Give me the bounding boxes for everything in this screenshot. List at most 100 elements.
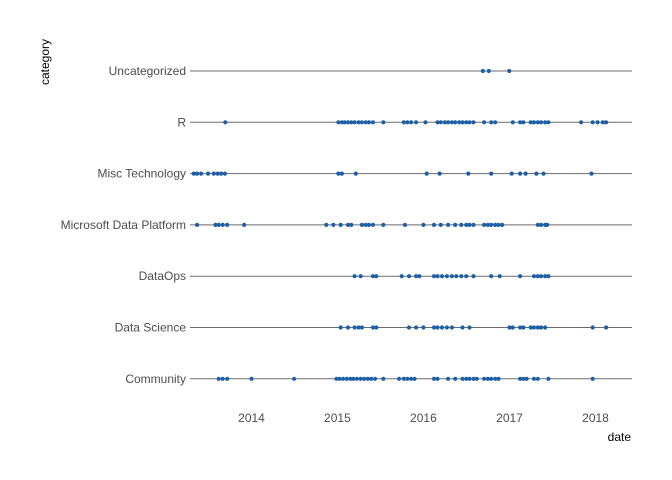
data-point-r: [356, 120, 361, 125]
data-point-misc-technology: [523, 171, 528, 176]
data-point-community: [292, 376, 297, 381]
data-point-community: [518, 376, 523, 381]
data-point-data-science: [521, 325, 526, 330]
data-point-data-science: [406, 325, 412, 330]
data-point-community: [474, 376, 479, 381]
data-point-community: [344, 376, 349, 381]
data-point-r: [460, 120, 465, 125]
data-point-data-science: [510, 325, 515, 330]
data-point-dataops: [417, 274, 422, 279]
data-point-misc-technology: [353, 171, 358, 176]
data-point-data-science: [338, 325, 343, 330]
data-point-community: [496, 376, 501, 381]
data-point-data-science: [539, 325, 544, 330]
data-point-microsoft-data-platform: [500, 222, 505, 227]
data-point-r: [471, 120, 476, 125]
data-point-data-science: [460, 325, 465, 330]
data-point-microsoft-data-platform: [220, 222, 225, 227]
data-point-dataops: [406, 274, 412, 279]
data-point-community: [409, 376, 414, 381]
data-points: [191, 68, 609, 381]
data-point-data-science: [352, 325, 357, 330]
data-point-misc-technology: [339, 171, 344, 176]
data-point-misc-technology: [534, 171, 539, 176]
data-point-microsoft-data-platform: [493, 222, 498, 227]
data-point-microsoft-data-platform: [535, 222, 540, 227]
data-point-dataops: [435, 274, 440, 279]
data-point-community: [446, 376, 451, 381]
data-point-microsoft-data-platform: [459, 222, 464, 227]
x-tick-label-2018: 2018: [582, 411, 609, 425]
x-axis-ticks: 2014 2015 2016 2017 2018: [238, 411, 609, 425]
data-point-data-science: [531, 325, 537, 330]
data-point-community: [369, 376, 374, 381]
data-point-data-science: [543, 325, 548, 330]
data-point-r: [438, 120, 443, 125]
data-point-dataops: [546, 274, 551, 279]
data-point-dataops: [464, 274, 469, 279]
data-point-r: [595, 120, 600, 125]
data-point-r: [604, 120, 609, 125]
data-point-data-science: [374, 325, 379, 330]
data-point-r: [546, 120, 551, 125]
data-point-misc-technology: [518, 171, 523, 176]
data-point-dataops: [449, 274, 454, 279]
data-point-r: [579, 120, 584, 125]
y-axis-title: category: [38, 39, 52, 85]
data-point-misc-technology: [466, 171, 471, 176]
data-point-data-science: [439, 325, 445, 330]
data-point-misc-technology: [589, 171, 594, 176]
data-point-microsoft-data-platform: [366, 222, 372, 227]
data-point-microsoft-data-platform: [471, 222, 476, 227]
data-point-microsoft-data-platform: [359, 222, 364, 227]
data-point-microsoft-data-platform: [496, 222, 501, 227]
data-point-r: [352, 120, 357, 125]
category-label-r: R: [177, 115, 186, 129]
data-point-community: [489, 376, 494, 381]
data-point-data-science: [431, 325, 437, 330]
data-point-microsoft-data-platform: [421, 222, 426, 227]
data-point-dataops: [518, 274, 523, 279]
data-point-community: [524, 376, 529, 381]
data-point-dataops: [489, 274, 494, 279]
data-point-community: [521, 376, 526, 381]
data-point-r: [590, 120, 595, 125]
x-tick-label-2017: 2017: [496, 411, 523, 425]
data-point-microsoft-data-platform: [345, 222, 351, 227]
data-point-community: [362, 376, 367, 381]
data-point-dataops: [352, 274, 357, 279]
category-label-microsoft-data-platform: Microsoft Data Platform: [61, 218, 186, 232]
data-point-r: [366, 120, 372, 125]
data-point-community: [405, 376, 410, 381]
x-tick-label-2014: 2014: [238, 411, 265, 425]
data-point-misc-technology: [489, 171, 494, 176]
data-point-dataops: [444, 274, 449, 279]
data-point-data-science: [356, 325, 361, 330]
data-point-r: [489, 120, 494, 125]
data-point-r: [510, 120, 515, 125]
data-point-community: [397, 376, 402, 381]
data-point-microsoft-data-platform: [338, 222, 343, 227]
data-point-community: [401, 376, 406, 381]
data-point-microsoft-data-platform: [464, 222, 469, 227]
data-point-r: [464, 120, 469, 125]
data-point-dataops: [459, 274, 464, 279]
data-point-r: [457, 120, 462, 125]
data-point-misc-technology: [219, 171, 224, 176]
data-point-community: [453, 376, 458, 381]
data-point-data-science: [604, 325, 609, 330]
data-point-community: [431, 376, 437, 381]
data-point-misc-technology: [195, 171, 200, 176]
data-point-r: [600, 120, 605, 125]
data-point-community: [471, 376, 476, 381]
data-point-misc-technology: [206, 171, 211, 176]
data-point-community: [460, 376, 465, 381]
data-point-r: [370, 120, 376, 125]
data-point-dataops: [535, 274, 540, 279]
data-point-misc-technology: [541, 171, 546, 176]
data-point-r: [381, 120, 386, 125]
category-label-community: Community: [125, 372, 186, 386]
data-point-microsoft-data-platform: [545, 222, 550, 227]
data-point-microsoft-data-platform: [431, 222, 437, 227]
